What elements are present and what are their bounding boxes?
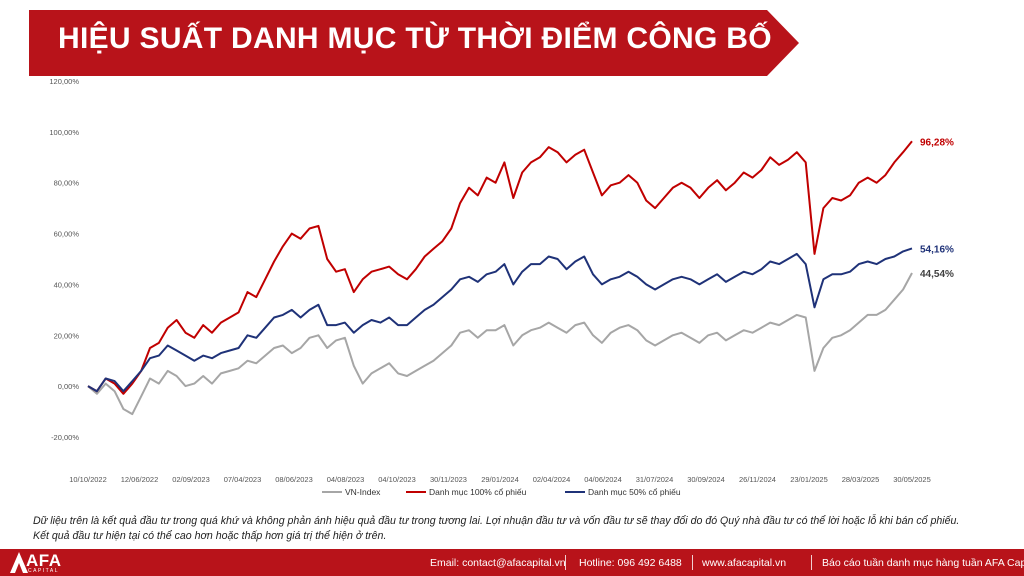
footer-report: Báo cáo tuần danh mục hàng tuần AFA Capi…: [822, 557, 1024, 569]
y-tick-label: 60,00%: [54, 230, 80, 239]
x-tick-label: 12/06/2022: [121, 475, 159, 484]
end-value-label: 44,54%: [920, 269, 954, 280]
logo-text: AFA: [26, 551, 62, 570]
footer-hotline[interactable]: Hotline: 096 492 6488: [579, 557, 682, 569]
footer-divider: [692, 555, 693, 570]
performance-chart: -20,00% 0,00% 20,00% 40,00% 60,00% 80,00% 100,…: [49, 77, 954, 497]
legend-entry: Danh mục 100% cổ phiếu: [429, 487, 527, 497]
y-tick-label: -20,00%: [51, 433, 79, 442]
x-tick-label: 04/06/2024: [584, 475, 622, 484]
legend-entry: VN-Index: [345, 487, 381, 497]
x-tick-label: 04/10/2023: [378, 475, 416, 484]
x-tick-label: 02/04/2024: [533, 475, 571, 484]
x-tick-label: 28/03/2025: [842, 475, 880, 484]
y-tick-label: 0,00%: [58, 382, 80, 391]
y-tick-label: 40,00%: [54, 280, 80, 289]
series-line-3: [87, 247, 913, 393]
disclaimer-line-1: Dữ liệu trên là kết quả đầu tư trong quá…: [33, 515, 960, 527]
x-tick-label: 26/11/2024: [739, 475, 776, 484]
series-line-1: [87, 272, 913, 416]
x-tick-label: 23/01/2025: [790, 475, 828, 484]
footer-bar: AFA CAPITAL Email: contact@afacapital.vn…: [0, 549, 1024, 576]
footer-divider: [565, 555, 566, 570]
series-line-2: [87, 140, 913, 395]
x-tick-label: 30/11/2023: [430, 475, 467, 484]
disclaimer-line-2: Kết quả đầu tư hiện tại có thể cao hơn h…: [33, 530, 387, 542]
page-title: HIỆU SUẤT DANH MỤC TỪ THỜI ĐIỂM CÔNG BỐ: [58, 22, 772, 55]
title-banner: [29, 10, 799, 76]
x-tick-label: 04/08/2023: [327, 475, 365, 484]
y-tick-label: 120,00%: [49, 77, 79, 86]
x-tick-label: 08/06/2023: [275, 475, 313, 484]
end-value-label: 54,16%: [920, 244, 954, 255]
x-tick-label: 10/10/2022: [69, 475, 107, 484]
afa-logo-icon: [10, 552, 28, 573]
logo-subtext: CAPITAL: [28, 568, 59, 574]
y-tick-label: 80,00%: [54, 179, 80, 188]
x-tick-label: 29/01/2024: [481, 475, 519, 484]
footer-email[interactable]: Email: contact@afacapital.vn: [430, 557, 566, 569]
y-tick-label: 20,00%: [54, 331, 80, 340]
footer-divider: [811, 555, 812, 570]
y-tick-label: 100,00%: [49, 128, 79, 137]
x-tick-label: 07/04/2023: [224, 475, 262, 484]
footer-website[interactable]: www.afacapital.vn: [702, 557, 787, 569]
x-tick-label: 30/09/2024: [687, 475, 725, 484]
end-value-label: 96,28%: [920, 137, 954, 148]
x-tick-label: 02/09/2023: [172, 475, 210, 484]
x-tick-label: 30/05/2025: [893, 475, 931, 484]
legend-entry: Danh mục 50% cổ phiếu: [588, 487, 681, 497]
disclaimer: Dữ liệu trên là kết quả đầu tư trong quá…: [33, 514, 993, 544]
x-tick-label: 31/07/2024: [636, 475, 674, 484]
